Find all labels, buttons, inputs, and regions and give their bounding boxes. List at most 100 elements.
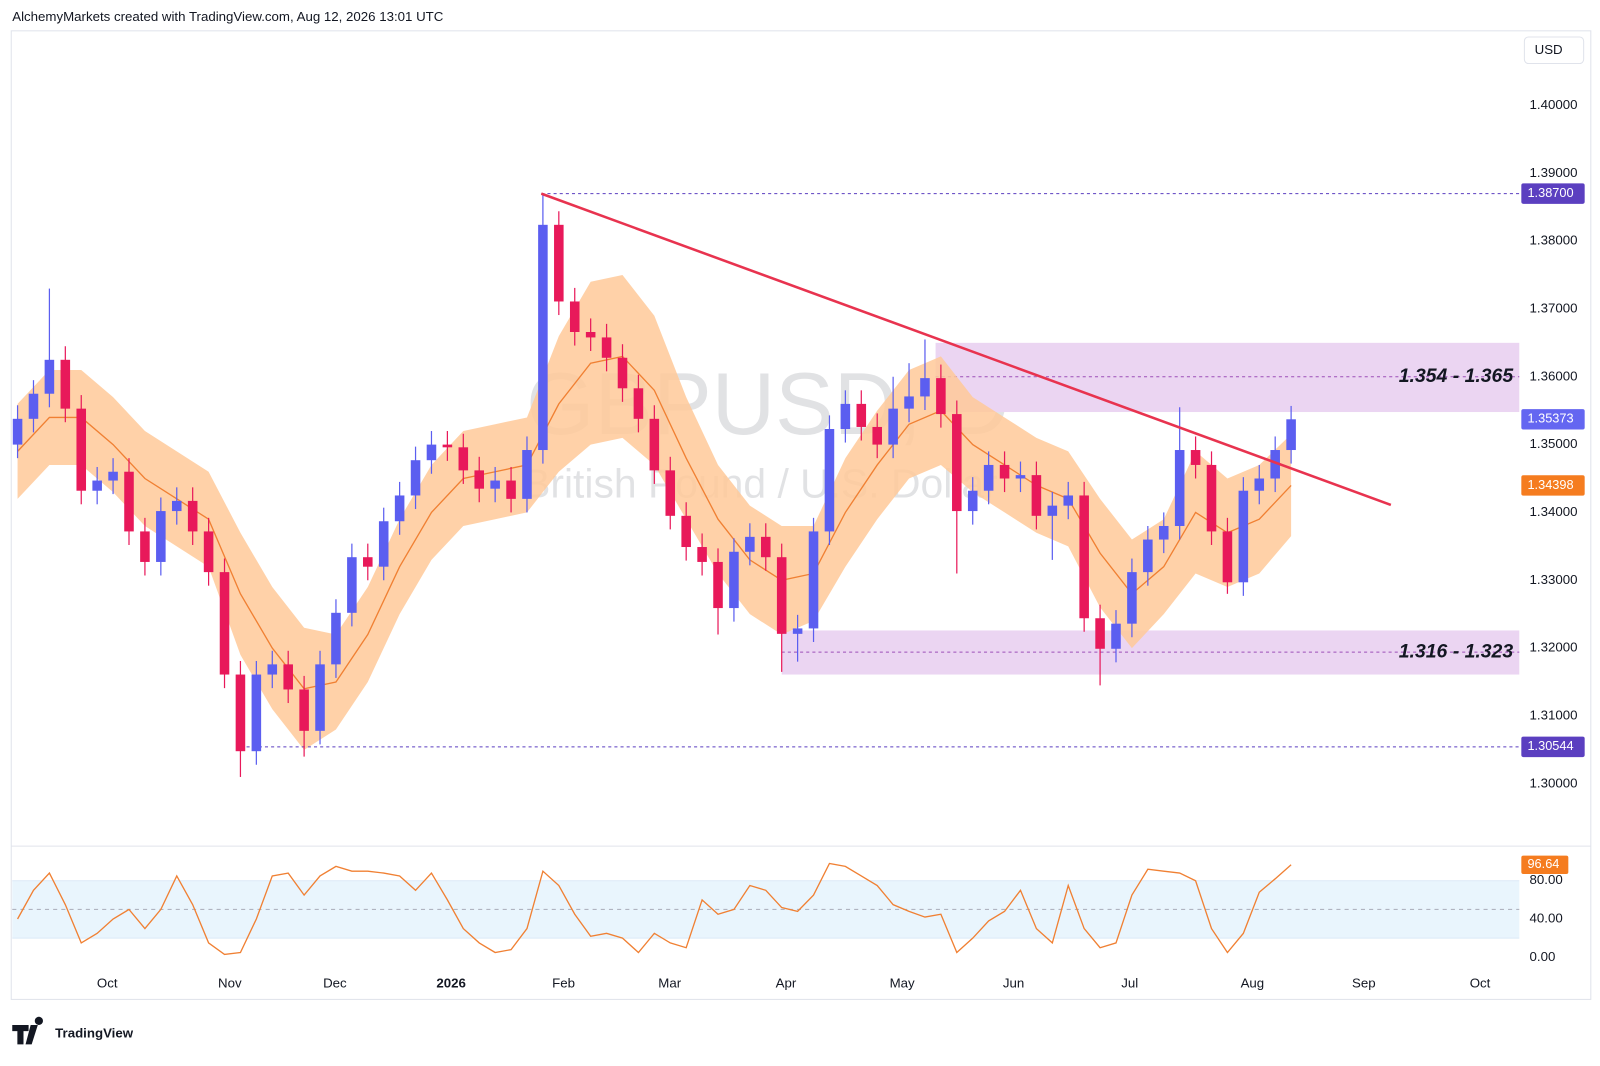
candle-body (410, 460, 421, 496)
zone-label: 1.354 - 1.365 (1399, 365, 1515, 387)
x-tick-label: 2026 (436, 976, 466, 991)
y-tick-label: 1.31000 (1530, 707, 1578, 722)
price-tag-label: 1.34398 (1527, 477, 1573, 492)
candle-body (171, 500, 182, 512)
candle-body (283, 664, 293, 690)
plot: 1.30000 1.31000 1.32000 1.33000 1.34000 1.350… (12, 97, 1585, 991)
candle-body (1063, 495, 1074, 506)
osc-tag (1521, 855, 1569, 875)
candle-body (363, 557, 373, 567)
osc-line (16, 862, 1292, 956)
candle-body (1286, 419, 1296, 451)
candle-body (315, 664, 325, 731)
y-tick-label: 1.40000 (1530, 97, 1578, 112)
y-tick-label: 1.39000 (1530, 165, 1578, 180)
y-tick-label: 1.36000 (1530, 368, 1578, 383)
candle-body (1031, 475, 1042, 516)
candle-body (12, 418, 23, 445)
y-tick-label: 1.32000 (1530, 640, 1578, 655)
candle-body (426, 444, 437, 461)
candle-body (617, 357, 628, 389)
price-tag-label: 1.35373 (1527, 411, 1573, 426)
x-tick-label: Jun (1003, 976, 1024, 991)
x-tick-label: Feb (552, 976, 575, 991)
candle-body (554, 224, 564, 302)
y-tick-label: 1.35000 (1530, 436, 1578, 451)
candle-body (792, 628, 803, 634)
candle-body (824, 428, 835, 532)
candle-body (506, 480, 516, 499)
candle-body (1158, 525, 1169, 540)
candle-body (1270, 450, 1280, 479)
zone-label: 1.316 - 1.323 (1399, 640, 1514, 662)
candle-body (156, 511, 166, 562)
level-label: 1.30544 (1527, 738, 1573, 753)
osc-tick-label: 80.00 (1530, 872, 1563, 887)
candle-body (124, 471, 134, 532)
y-tick-label: 1.33000 (1530, 572, 1578, 587)
candle-body (952, 414, 962, 512)
price-tag (1521, 409, 1585, 430)
candle-body (840, 403, 851, 429)
candle-body (1238, 490, 1249, 583)
candle-body (633, 388, 644, 419)
osc-tag-label: 96.64 (1527, 856, 1559, 871)
header: AlchemyMarkets created with TradingView.… (12, 9, 444, 24)
candle-body (522, 450, 532, 499)
level-label: 1.38700 (1527, 185, 1573, 200)
candle-body (1095, 618, 1105, 649)
band-middle (17, 355, 1292, 690)
candle-body (1174, 450, 1185, 526)
osc-tick-label: 0.00 (1530, 949, 1556, 964)
y-tick-label: 1.34000 (1530, 504, 1578, 519)
candle-body (936, 378, 946, 415)
candle-body (729, 551, 739, 609)
candle-body (442, 444, 453, 448)
candle-body (458, 447, 469, 471)
trendline (540, 192, 1392, 507)
x-tick-label: Dec (323, 976, 347, 991)
candle-body (219, 572, 230, 675)
candle-body (856, 403, 867, 427)
x-tick-label: Nov (218, 976, 242, 991)
candle-body (331, 612, 341, 665)
level-tag (1521, 736, 1585, 758)
candle-body (697, 547, 707, 562)
currency: USD (1535, 42, 1563, 57)
candle-body (681, 515, 691, 548)
candle-body (1047, 505, 1058, 516)
candle-body (649, 418, 660, 471)
candle-body (474, 470, 485, 489)
candle-body (235, 674, 246, 752)
y-tick-label: 1.38000 (1530, 233, 1578, 248)
x-tick-label: Aug (1241, 976, 1265, 991)
candle-body (1206, 464, 1217, 532)
x-tick-label: Oct (1470, 976, 1491, 991)
candle-body (872, 426, 882, 445)
osc-tick-label: 40.00 (1530, 911, 1563, 926)
logo-mark (12, 1016, 43, 1045)
zone (935, 342, 1520, 413)
x-tick-label: Oct (97, 976, 118, 991)
candle-body (1015, 475, 1026, 479)
brand: TradingView (55, 1026, 134, 1041)
candle-body (28, 393, 39, 419)
candle-body (187, 500, 198, 532)
candle-body (967, 490, 978, 512)
candle-body (267, 664, 278, 675)
candle-body (776, 557, 787, 634)
y-tick-label: 1.37000 (1530, 300, 1578, 315)
candle-body (1127, 572, 1137, 624)
candle-body (569, 301, 580, 332)
candle-body (665, 470, 676, 516)
candle-body (394, 495, 405, 522)
x-tick-label: Jul (1121, 976, 1138, 991)
level-tag (1521, 183, 1585, 204)
candle-body (1222, 531, 1233, 583)
candle-body (745, 536, 755, 552)
candle-body (60, 359, 71, 409)
candle-body (601, 337, 612, 358)
currency-button[interactable] (1523, 36, 1585, 65)
candle-body (378, 521, 389, 567)
